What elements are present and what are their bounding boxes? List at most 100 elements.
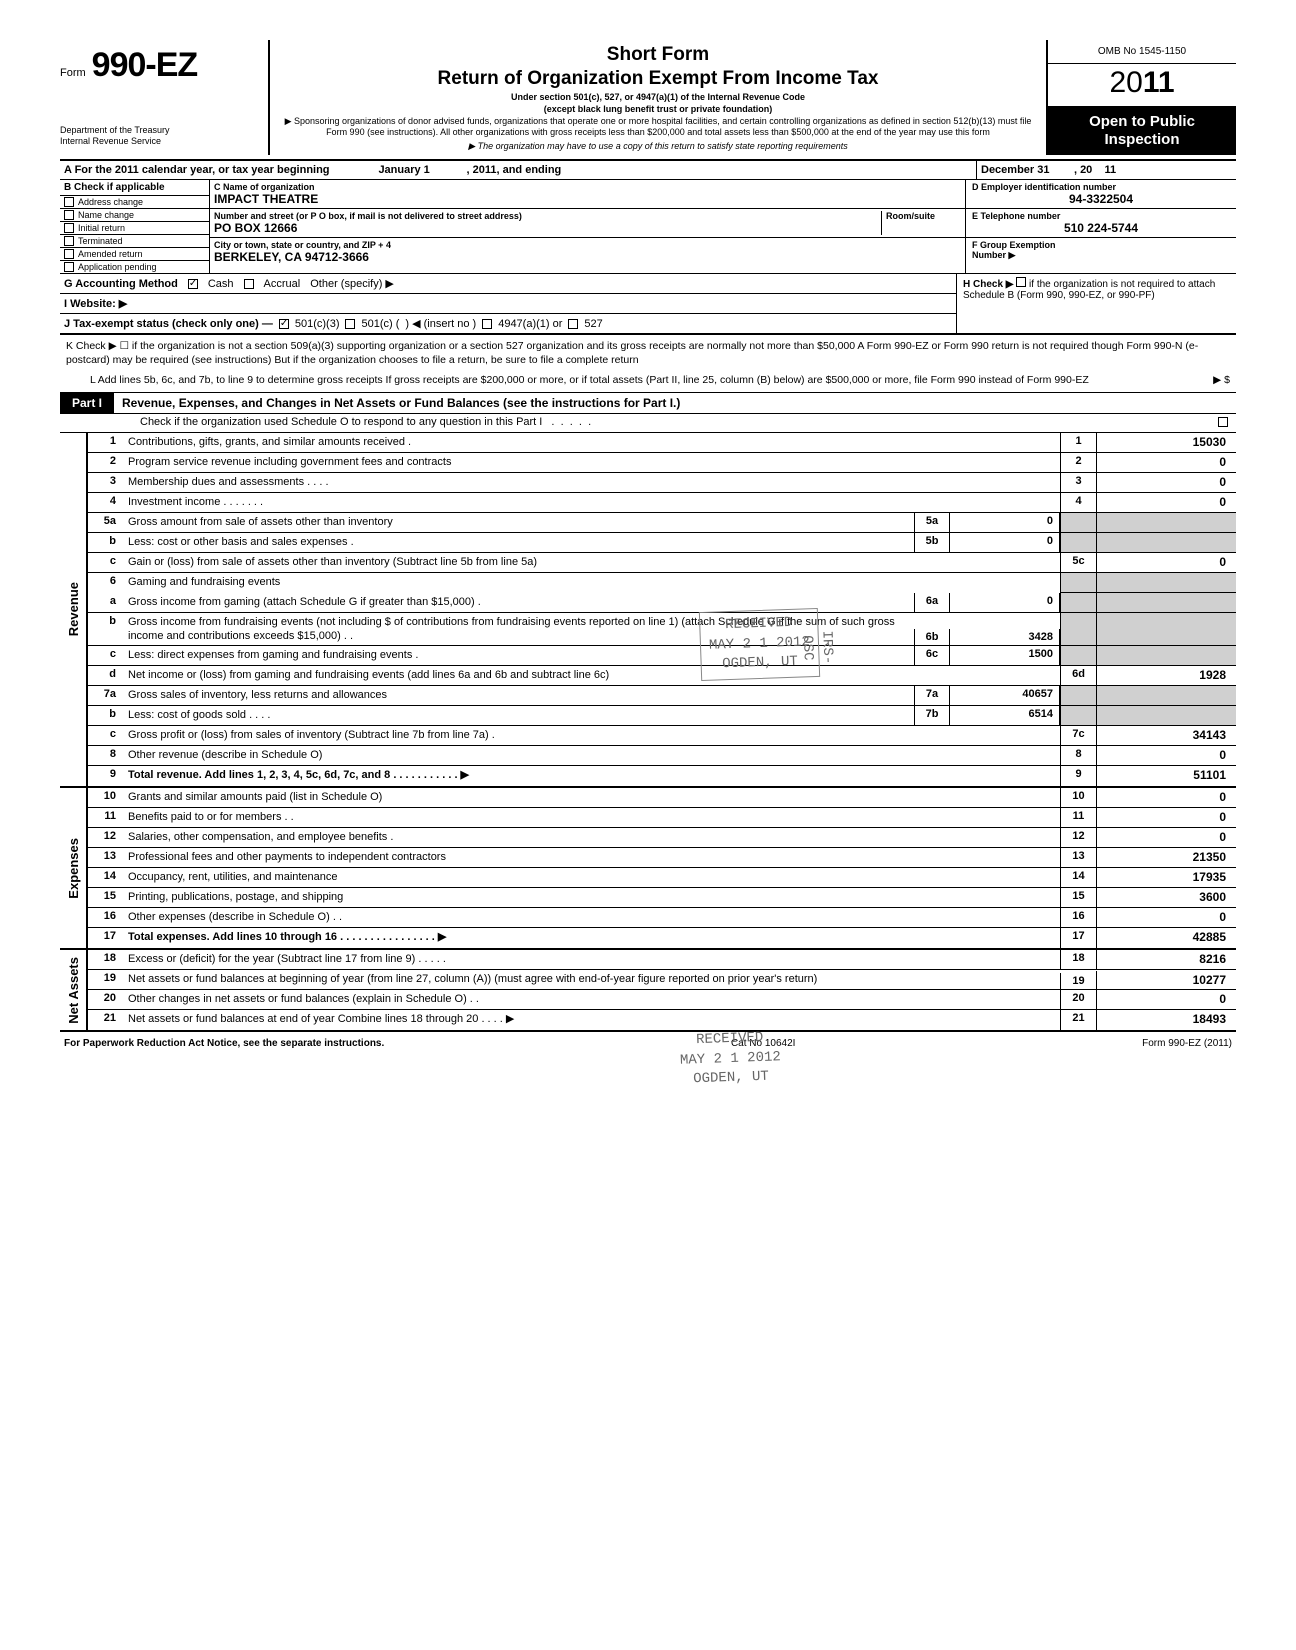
- chk-501c3[interactable]: [279, 319, 289, 329]
- ln6b-mv: 3428: [950, 629, 1060, 645]
- ln7c-desc: Gross profit or (loss) from sales of inv…: [124, 726, 1060, 745]
- ln6d-rv: 1928: [1096, 666, 1236, 685]
- ln15-rv: 3600: [1096, 888, 1236, 907]
- chk-amended[interactable]: Amended return: [60, 248, 209, 261]
- col-b-header: B Check if applicable: [60, 180, 209, 196]
- ln14-rv: 17935: [1096, 868, 1236, 887]
- ln16-rv: 0: [1096, 908, 1236, 927]
- ln5a-num: 5a: [88, 513, 124, 532]
- cash-label: Cash: [208, 278, 234, 290]
- 501c3-label: 501(c)(3): [295, 318, 340, 330]
- header-right: OMB No 1545-1150 2011 Open to Public Ins…: [1046, 40, 1236, 155]
- ln5b-mn: 5b: [914, 533, 950, 552]
- ln11-rv: 0: [1096, 808, 1236, 827]
- chk-terminated[interactable]: Terminated: [60, 235, 209, 248]
- ln18-rv: 8216: [1096, 950, 1236, 969]
- ln9-rv: 51101: [1096, 766, 1236, 786]
- chk-schedule-o[interactable]: [1218, 417, 1228, 427]
- ln20-rv: 0: [1096, 990, 1236, 1009]
- phone-label: E Telephone number: [972, 211, 1230, 221]
- h-check-label: H Check ▶: [963, 279, 1013, 290]
- ln5c-rv: 0: [1096, 553, 1236, 572]
- ln10-rv: 0: [1096, 788, 1236, 807]
- chk-address-change[interactable]: Address change: [60, 196, 209, 209]
- ln7a-mv: 40657: [950, 686, 1060, 705]
- header-center: Short Form Return of Organization Exempt…: [270, 40, 1046, 155]
- ln7a-mn: 7a: [914, 686, 950, 705]
- chk-4947[interactable]: [482, 319, 492, 329]
- ln17-num: 17: [88, 928, 124, 948]
- ln14-desc: Occupancy, rent, utilities, and maintena…: [124, 868, 1060, 887]
- subtitle-section: Under section 501(c), 527, or 4947(a)(1)…: [280, 92, 1036, 102]
- ln6d-rn: 6d: [1060, 666, 1096, 685]
- ln6-num: 6: [88, 573, 124, 593]
- ln14-rn: 14: [1060, 868, 1096, 887]
- tax-exempt-label: J Tax-exempt status (check only one) —: [64, 318, 273, 330]
- ln6a-num: a: [88, 593, 124, 612]
- ln9-rn: 9: [1060, 766, 1096, 786]
- ln2-rn: 2: [1060, 453, 1096, 472]
- ln4-rv: 0: [1096, 493, 1236, 512]
- stamp2-line2: MAY 2 1 2012: [680, 1048, 781, 1071]
- ln6a-shade2: [1096, 593, 1236, 612]
- title-short-form: Short Form: [280, 44, 1036, 66]
- end-year-label: , 20: [1074, 164, 1092, 176]
- ln11-rn: 11: [1060, 808, 1096, 827]
- ln7b-num: b: [88, 706, 124, 725]
- tax-year: 2011: [1048, 64, 1236, 107]
- revenue-side-label: Revenue: [60, 433, 88, 787]
- ln7b-mn: 7b: [914, 706, 950, 725]
- part1-sub-text: Check if the organization used Schedule …: [140, 416, 542, 428]
- ln6c-desc: Less: direct expenses from gaming and fu…: [124, 646, 914, 665]
- ln12-desc: Salaries, other compensation, and employ…: [124, 828, 1060, 847]
- ln21-desc: Net assets or fund balances at end of ye…: [124, 1010, 1060, 1030]
- section-a: A For the 2011 calendar year, or tax yea…: [60, 161, 1236, 180]
- accounting-method-label: G Accounting Method: [64, 278, 178, 290]
- chk-pending[interactable]: Application pending: [60, 261, 209, 273]
- col-b: B Check if applicable Address change Nam…: [60, 180, 210, 273]
- org-name-label: C Name of organization: [214, 182, 961, 192]
- chk-name-change[interactable]: Name change: [60, 209, 209, 222]
- chk-schedule-b[interactable]: [1016, 277, 1026, 287]
- ln5c-rn: 5c: [1060, 553, 1096, 572]
- begin-date: January 1: [378, 164, 429, 176]
- stamp2-line3: OGDEN, UT: [680, 1067, 781, 1090]
- 527-label: 527: [584, 318, 602, 330]
- ln12-rn: 12: [1060, 828, 1096, 847]
- chk-527[interactable]: [568, 319, 578, 329]
- ln5a-shade: [1060, 513, 1096, 532]
- ln5c-num: c: [88, 553, 124, 572]
- ln1-rn: 1: [1060, 433, 1096, 452]
- ln21-rn: 21: [1060, 1010, 1096, 1030]
- ln5b-num: b: [88, 533, 124, 552]
- dept-treasury: Department of the Treasury: [60, 125, 260, 136]
- ln7b-desc: Less: cost of goods sold . . . .: [124, 706, 914, 725]
- ln9-desc: Total revenue. Add lines 1, 2, 3, 4, 5c,…: [124, 766, 1060, 786]
- chk-initial-return[interactable]: Initial return: [60, 222, 209, 235]
- ln6b-shade: [1060, 613, 1096, 646]
- ln5c-desc: Gain or (loss) from sale of assets other…: [124, 553, 1060, 572]
- ln19-num: 19: [88, 970, 124, 989]
- other-specify: Other (specify) ▶: [310, 277, 394, 290]
- ln8-num: 8: [88, 746, 124, 765]
- chk-accrual[interactable]: [244, 279, 254, 289]
- part1-title: Revenue, Expenses, and Changes in Net As…: [114, 393, 1236, 413]
- header-note2: ▶ The organization may have to use a cop…: [280, 141, 1036, 152]
- ln5a-mv: 0: [950, 513, 1060, 532]
- ln13-rv: 21350: [1096, 848, 1236, 867]
- chk-cash[interactable]: [188, 279, 198, 289]
- ln12-num: 12: [88, 828, 124, 847]
- form-word: Form: [60, 67, 86, 79]
- ln7b-shade: [1060, 706, 1096, 725]
- ln1-desc: Contributions, gifts, grants, and simila…: [124, 433, 1060, 452]
- ln9-num: 9: [88, 766, 124, 786]
- ln6d-desc: Net income or (loss) from gaming and fun…: [124, 666, 1060, 685]
- ln6a-mv: 0: [950, 593, 1060, 612]
- form-header: Form 990-EZ Department of the Treasury I…: [60, 40, 1236, 161]
- ln20-rn: 20: [1060, 990, 1096, 1009]
- chk-501c[interactable]: [345, 319, 355, 329]
- ln18-num: 18: [88, 950, 124, 969]
- ln7a-shade2: [1096, 686, 1236, 705]
- end-year: 11: [1105, 164, 1117, 176]
- year-bold: 11: [1143, 66, 1175, 99]
